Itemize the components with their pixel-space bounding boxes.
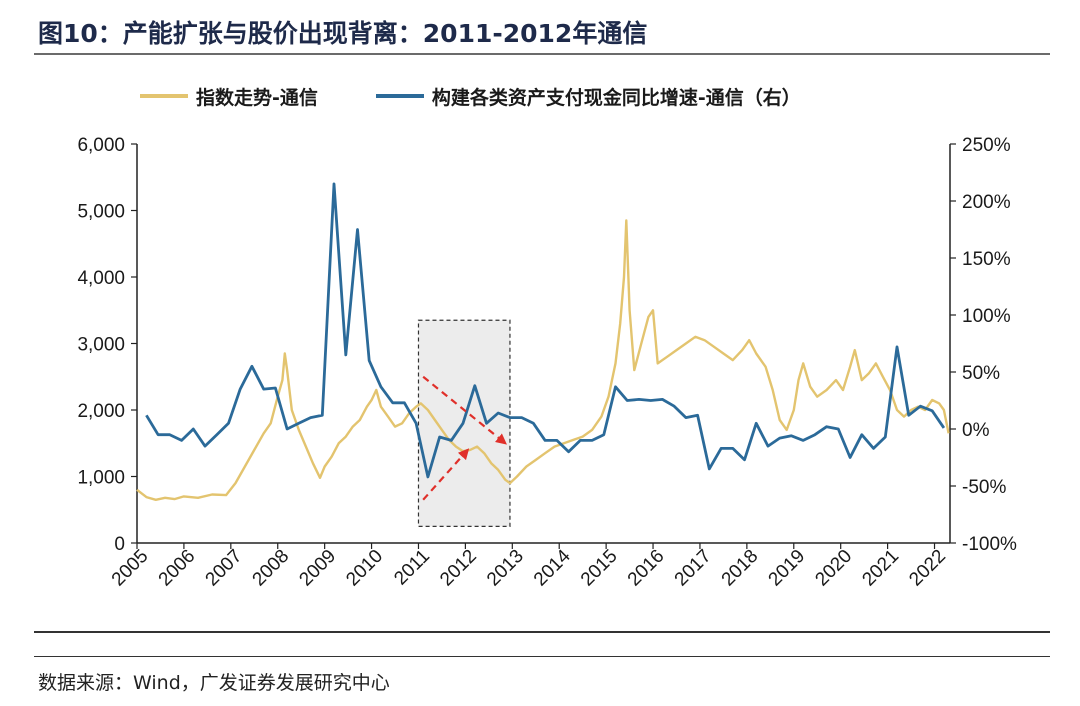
x-tick-label: 2018 (718, 546, 763, 591)
y-left-tick-label: 2,000 (77, 401, 125, 422)
x-tick-label: 2010 (342, 546, 387, 591)
x-tick-label: 2022 (905, 546, 950, 591)
x-tick-label: 2015 (577, 546, 622, 591)
title-divider (34, 53, 1050, 55)
series-line-capex (145, 182, 946, 479)
x-tick-label: 2021 (858, 546, 903, 591)
x-tick-label: 2016 (624, 546, 669, 591)
legend-item-index: 指数走势-通信 (140, 83, 318, 110)
data-source: 数据来源：Wind，广发证券发展研究中心 (38, 672, 390, 694)
page-title: 图10：产能扩张与股价出现背离：2011-2012年通信 (38, 19, 648, 48)
y-left-tick-label: 1,000 (77, 468, 125, 489)
x-tick-label: 2009 (295, 546, 340, 591)
y-right-tick-label: 150% (962, 249, 1011, 270)
x-tick-label: 2008 (249, 546, 294, 591)
chart-legend: 指数走势-通信 构建各类资产支付现金同比增速-通信（右） (140, 82, 859, 110)
x-tick-label: 2012 (436, 546, 481, 591)
x-tick-label: 2017 (671, 546, 716, 591)
x-tick-label: 2011 (390, 546, 434, 590)
footer-divider-bottom (34, 656, 1050, 657)
legend-label-capex: 构建各类资产支付现金同比增速-通信（右） (431, 86, 801, 109)
y-right-tick-label: 100% (962, 306, 1011, 327)
x-tick-label: 2006 (155, 546, 200, 591)
y-right-tick-label: 250% (962, 135, 1011, 156)
y-right-tick-label: -50% (962, 477, 1006, 498)
y-left-tick-label: 5,000 (77, 202, 125, 223)
y-right-tick-label: 200% (962, 192, 1011, 213)
legend-item-capex: 构建各类资产支付现金同比增速-通信（右） (375, 83, 801, 110)
legend-label-index: 指数走势-通信 (196, 86, 318, 109)
y-left-tick-label: 6,000 (77, 135, 125, 156)
y-left-tick-label: 3,000 (77, 335, 125, 356)
x-tick-label: 2019 (765, 546, 810, 591)
y-right-tick-label: 0% (962, 420, 990, 441)
y-left-tick-label: 4,000 (77, 268, 125, 289)
y-right-tick-label: 50% (962, 363, 1000, 384)
trend-arrow (422, 375, 507, 445)
y-right-tick-label: -100% (962, 534, 1017, 555)
footer-divider-top (34, 631, 1050, 633)
y-left-tick-label: 0 (114, 534, 125, 555)
x-tick-label: 2013 (483, 546, 528, 591)
x-tick-label: 2020 (811, 546, 856, 591)
series-line-index (136, 219, 950, 501)
x-tick-label: 2014 (530, 545, 575, 590)
x-tick-label: 2007 (202, 546, 247, 591)
legend-swatch-capex (375, 94, 424, 98)
legend-swatch-index (140, 94, 188, 98)
